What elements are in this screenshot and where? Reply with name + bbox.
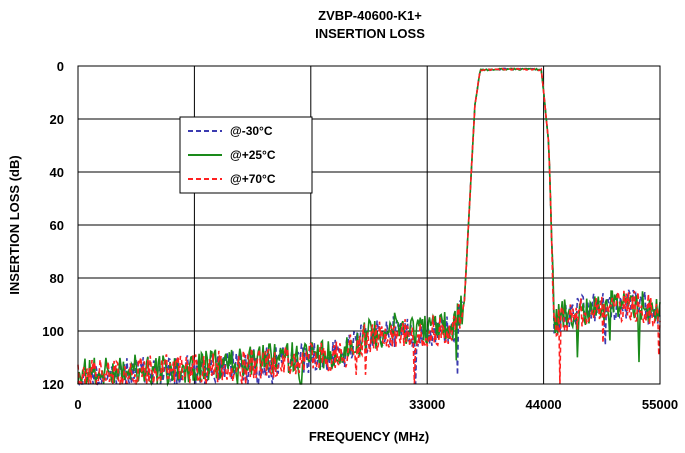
x-axis-label: FREQUENCY (MHz) [309,429,429,444]
series-line [77,67,661,387]
y-tick-label: 60 [50,218,64,233]
grid-lines [77,65,661,385]
legend-label: @+25°C [230,148,276,162]
x-tick-label: 55000 [642,397,678,412]
series-group [77,67,661,387]
y-axis-label: INSERTION LOSS (dB) [7,155,22,294]
y-tick-label: 20 [50,112,64,127]
plot-frame [77,65,661,385]
y-tick-label: 120 [42,377,64,392]
x-tick-label: 44000 [526,397,562,412]
chart-subtitle: INSERTION LOSS [315,26,425,41]
chart-title: ZVBP-40600-K1+ [318,8,422,23]
x-tick-label: 33000 [409,397,445,412]
x-tick-label: 0 [74,397,81,412]
y-tick-label: 0 [57,59,64,74]
x-tick-label: 22000 [293,397,329,412]
y-tick-label: 40 [50,165,64,180]
legend-label: @+70°C [230,172,276,186]
legend: @-30°C @+25°C @+70°C [179,116,313,194]
legend-label: @-30°C [230,124,273,138]
y-tick-label: 100 [42,324,64,339]
series-line [77,67,661,386]
y-tick-label: 80 [50,271,64,286]
y-tick-labels: 0 20 40 60 80 100 120 [42,59,64,392]
x-tick-labels: 0 11000 22000 33000 44000 55000 [74,397,678,412]
x-tick-label: 11000 [177,397,212,412]
series-line [77,67,661,387]
